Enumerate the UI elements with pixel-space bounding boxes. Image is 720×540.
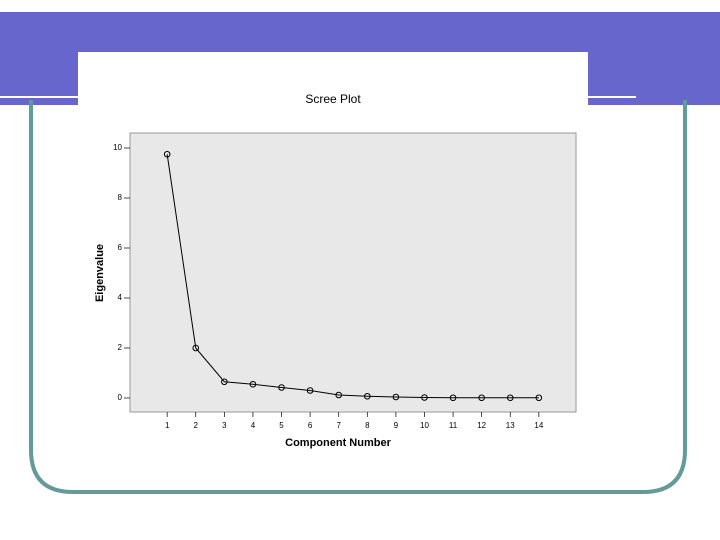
point xyxy=(278,384,285,391)
x-tick-label: 14 xyxy=(534,421,543,430)
x-tick-label: 6 xyxy=(308,421,313,430)
x-tick-label: 11 xyxy=(449,421,458,430)
point xyxy=(192,344,200,352)
x-tick-label: 12 xyxy=(477,421,486,430)
point xyxy=(421,394,428,401)
point xyxy=(163,150,171,158)
point xyxy=(478,394,485,402)
x-tick-label: 1 xyxy=(165,421,170,430)
plot-area xyxy=(129,132,577,413)
x-tick-label: 8 xyxy=(365,421,370,430)
y-tick-label: 10 xyxy=(113,143,122,152)
x-tick-label: 3 xyxy=(222,421,227,430)
y-axis-label: Eigenvalue xyxy=(94,244,106,302)
x-tick-label: 13 xyxy=(506,421,515,430)
point xyxy=(392,393,400,401)
point xyxy=(506,394,514,402)
point xyxy=(221,378,228,386)
x-tick-label: 9 xyxy=(394,421,399,430)
series-line xyxy=(166,154,539,399)
x-tick-label: 4 xyxy=(251,421,256,430)
point xyxy=(535,394,543,402)
y-tick-label: 2 xyxy=(118,343,123,352)
point xyxy=(363,392,371,400)
point xyxy=(306,387,314,394)
point xyxy=(449,394,457,402)
frame xyxy=(29,100,687,494)
y-tick-label: 6 xyxy=(118,243,123,252)
y-tick-label: 8 xyxy=(118,193,123,202)
y-tick-label: 0 xyxy=(118,393,123,402)
x-axis-label: Component Number xyxy=(285,437,391,449)
x-tick-label: 5 xyxy=(279,421,284,430)
point xyxy=(335,391,343,399)
x-tick-label: 10 xyxy=(420,421,429,430)
chart-title: Scree Plot xyxy=(305,92,361,106)
x-tick-label: 7 xyxy=(336,421,341,430)
y-tick-label: 4 xyxy=(118,293,123,302)
point xyxy=(249,380,257,388)
x-tick-label: 2 xyxy=(194,421,199,430)
